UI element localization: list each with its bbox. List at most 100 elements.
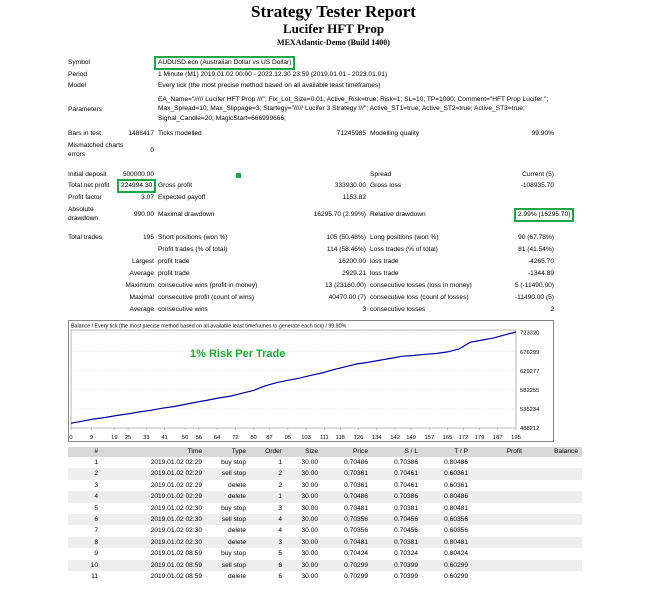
table-cell: 0.60299 bbox=[444, 572, 468, 580]
y-tick-label: 723320 bbox=[520, 331, 539, 337]
table-cell: 0.70356 bbox=[344, 527, 368, 535]
x-tick-label: 33 bbox=[143, 435, 149, 441]
mismatch-label: Mismatched charts errors bbox=[68, 142, 124, 158]
maximal-cons-loss-label: consecutive loss (count of losses) bbox=[370, 294, 469, 301]
balance-chart-svg: Balance / Every tick (the most precise m… bbox=[68, 320, 554, 442]
y-tick-label: 488212 bbox=[520, 426, 539, 432]
table-cell: 30.00 bbox=[301, 527, 318, 535]
period-label: Period bbox=[68, 71, 88, 78]
x-tick-label: 80 bbox=[250, 435, 256, 441]
balance-chart: Balance / Every tick (the most precise m… bbox=[68, 320, 554, 442]
profit-factor-value: 3.07 bbox=[141, 194, 154, 201]
spread-value: Current (5) bbox=[522, 171, 554, 178]
table-cell: 5 bbox=[278, 550, 282, 558]
table-cell: sell stop bbox=[221, 561, 246, 569]
column-header: # bbox=[94, 448, 98, 455]
table-cell: 3 bbox=[94, 481, 98, 489]
abs-dd-value: 990.00 bbox=[133, 211, 154, 218]
x-tick-label: 72 bbox=[232, 435, 238, 441]
average-loss-value: -1344.89 bbox=[527, 270, 554, 277]
table-cell: 30.00 bbox=[301, 572, 318, 580]
average-loss-label: loss trade bbox=[370, 270, 399, 277]
y-tick-label: 676299 bbox=[520, 350, 539, 356]
largest-profit-label: profit trade bbox=[158, 258, 190, 265]
table-cell: 6 bbox=[94, 515, 98, 523]
table-cell: 0.70381 bbox=[394, 504, 418, 512]
table-cell: 0.60361 bbox=[444, 481, 468, 489]
profit-trades-label: Profit trades (% of total) bbox=[158, 246, 228, 253]
bars-value: 1488417 bbox=[128, 130, 154, 137]
gross-profit-value: 333930.00 bbox=[334, 182, 366, 189]
table-row: 3 2019.01.02 02:29 delete 2 30.00 0.70361 0.70… bbox=[68, 480, 582, 491]
table-cell: sell stop bbox=[221, 470, 246, 478]
x-tick-label: 157 bbox=[424, 435, 434, 441]
deposit-label: Initial deposit bbox=[68, 171, 107, 178]
table-row: 4 2019.01.02 02:29 delete 1 30.00 0.70486 0.70… bbox=[68, 491, 582, 503]
table-cell: 2019.01.02 08:59 bbox=[150, 572, 202, 580]
spread-label: Spread bbox=[370, 171, 392, 178]
column-header: T / P bbox=[454, 448, 468, 455]
mismatch-value: 0 bbox=[150, 147, 154, 154]
table-cell: 0.60356 bbox=[444, 515, 468, 523]
table-cell: 0.60299 bbox=[444, 561, 468, 569]
table-cell: 30.00 bbox=[301, 538, 318, 546]
parameters-label: Parameters bbox=[68, 106, 103, 113]
table-cell: 9 bbox=[94, 550, 98, 558]
x-tick-label: 142 bbox=[390, 435, 400, 441]
max-cons-wins-value: 13 (23160.00) bbox=[324, 282, 366, 289]
table-cell: 0.80424 bbox=[444, 550, 468, 558]
table-row: 9 2019.01.02 08:59 buy stop 5 30.00 0.70424 0.… bbox=[68, 548, 582, 559]
table-cell: 10 bbox=[90, 561, 98, 569]
average-cons-losses-label: consecutive losses bbox=[370, 306, 426, 313]
model-label: Model bbox=[68, 82, 86, 89]
table-cell: 3 bbox=[278, 504, 282, 512]
profit-factor-label: Profit factor bbox=[68, 194, 102, 201]
x-tick-label: 103 bbox=[301, 435, 311, 441]
net-profit-value: 224994.30 bbox=[117, 179, 157, 194]
symbol-value: AUDUSD.ecn (Australian Dollar vs US Doll… bbox=[154, 56, 296, 71]
table-cell: 1 bbox=[278, 493, 282, 501]
table-cell: 0.70399 bbox=[394, 561, 418, 569]
x-tick-label: 165 bbox=[443, 435, 453, 441]
table-cell: 1 bbox=[94, 459, 98, 466]
table-cell: 0.70486 bbox=[344, 459, 368, 466]
table-cell: 30.00 bbox=[301, 459, 318, 466]
table-cell: 2 bbox=[278, 481, 282, 489]
table-cell: 11 bbox=[91, 572, 98, 580]
ticks-value: 71245985 bbox=[336, 130, 366, 137]
payoff-value: 1153.82 bbox=[342, 194, 366, 201]
table-cell: delete bbox=[228, 493, 246, 501]
table-cell: 0.70424 bbox=[344, 550, 368, 558]
maximal-label: Maximal bbox=[129, 294, 154, 301]
x-tick-label: 41 bbox=[161, 435, 167, 441]
table-cell: 2019.01.02 02:30 bbox=[150, 538, 202, 546]
net-profit-label: Total net profit bbox=[68, 182, 110, 189]
quality-value: 99.90% bbox=[531, 130, 554, 137]
table-cell: 30.00 bbox=[301, 515, 318, 523]
long-value: 90 (67.78%) bbox=[518, 234, 554, 241]
trades-table: # Time Type Order Size Price S / L T / P Profit B… bbox=[68, 447, 582, 582]
table-cell: 0.70461 bbox=[394, 481, 418, 489]
trades-value: 195 bbox=[142, 234, 154, 241]
table-cell: 30.00 bbox=[301, 504, 318, 512]
table-cell: 2019.01.02 02:30 bbox=[150, 515, 202, 523]
table-cell: sell stop bbox=[221, 515, 246, 523]
table-cell: 7 bbox=[94, 527, 98, 535]
max-dd-value: 16295.70 (2.99%) bbox=[313, 211, 366, 218]
table-cell: 0.80486 bbox=[444, 459, 468, 466]
table-cell: 0.70481 bbox=[344, 538, 368, 546]
table-cell: 0.70399 bbox=[394, 572, 418, 580]
table-row: 11 2019.01.02 08:59 delete 6 30.00 0.70299 0.7… bbox=[68, 571, 582, 582]
x-tick-label: 195 bbox=[511, 435, 521, 441]
report-subtitle: Lucifer HFT Prop bbox=[282, 21, 385, 36]
gross-loss-label: Gross loss bbox=[370, 182, 402, 189]
x-tick-label: 111 bbox=[320, 435, 329, 441]
table-cell: 0.70386 bbox=[394, 459, 418, 466]
table-cell: delete bbox=[228, 572, 246, 580]
x-tick-label: 50 bbox=[182, 435, 188, 441]
x-tick-label: 56 bbox=[196, 435, 202, 441]
table-cell: 2 bbox=[94, 470, 98, 478]
column-header: Price bbox=[352, 448, 368, 455]
x-tick-label: 172 bbox=[459, 435, 469, 441]
table-cell: 5 bbox=[94, 504, 98, 512]
